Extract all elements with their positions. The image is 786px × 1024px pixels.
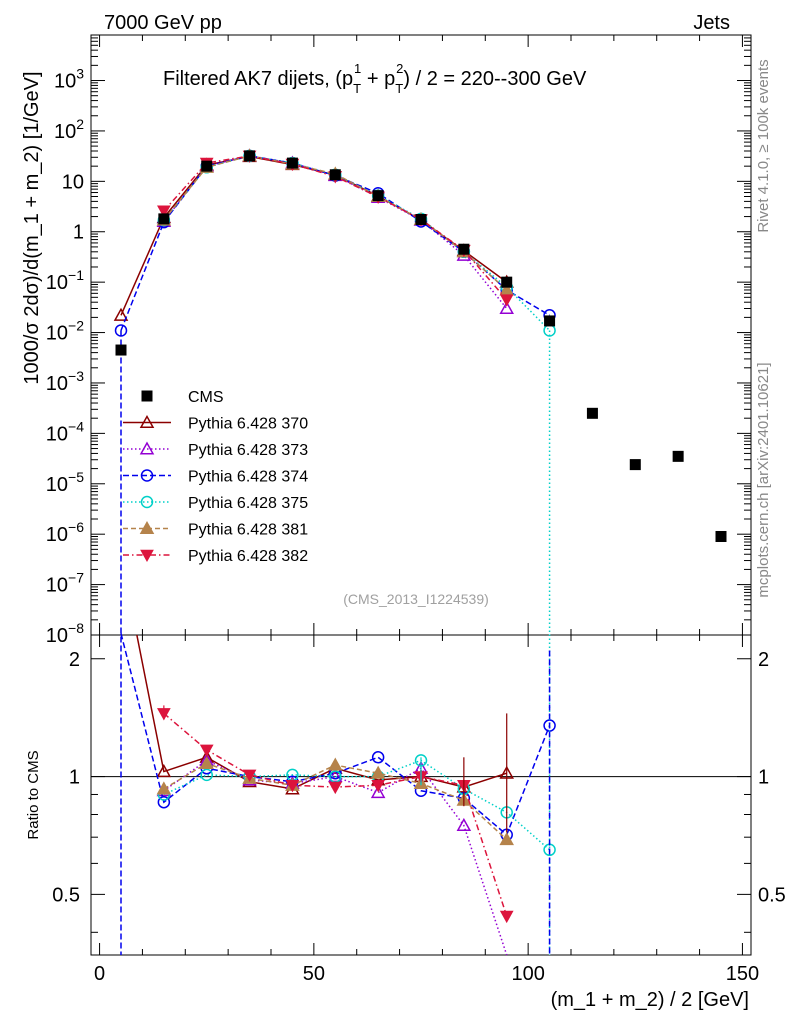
x-tick-label: 50 — [303, 963, 325, 985]
legend-label-p375: Pythia 6.428 375 — [188, 495, 308, 512]
legend-label-CMS: CMS — [188, 389, 224, 406]
data-point-cms — [115, 344, 127, 356]
series-point-p370 — [113, 307, 129, 321]
y-tick-label: 10−8 — [46, 620, 84, 647]
ratio-point-p382 — [242, 769, 257, 782]
legend-marker-p375 — [140, 495, 154, 509]
x-axis-label: (m_1 + m_2) / 2 [GeV] — [551, 989, 749, 1011]
side-text-bottom: mcplots.cern.ch [arXiv:2401.10621] — [755, 362, 772, 597]
series-line-p370 — [120, 155, 508, 316]
ratio-tick-label: 1 — [69, 767, 80, 789]
data-point-cms — [286, 157, 298, 169]
ratio-line-p382 — [163, 712, 508, 917]
ratio-point-p382 — [285, 779, 300, 793]
ratio-tick-label-right: 0.5 — [758, 884, 786, 906]
main-frame — [90, 34, 752, 636]
legend-label-p374: Pythia 6.428 374 — [188, 469, 308, 486]
axes-layer: 0 50 100 15010310210110−110−210−310−410−510… — [46, 34, 786, 985]
data-point-cms — [544, 315, 556, 327]
legend-marker-p382 — [140, 549, 154, 563]
legend-label-p382: Pythia 6.428 382 — [188, 548, 308, 565]
ratio-line-p370 — [136, 634, 507, 790]
y-tick-label: 1 — [73, 222, 84, 244]
data-point-cms — [672, 450, 684, 462]
y-tick-label: 102 — [54, 116, 84, 143]
ratio-tick-label: 0.5 — [52, 884, 80, 906]
y-tick-label: 10−4 — [46, 418, 84, 445]
x-tick-label: 150 — [726, 963, 759, 985]
ratio-point-p382 — [371, 779, 385, 793]
header-left: 7000 GeV pp — [104, 12, 222, 34]
data-point-cms — [372, 190, 384, 202]
y-tick-label: 10 — [62, 171, 84, 193]
data-point-cms — [586, 407, 598, 419]
ratio-point-p374 — [157, 795, 171, 809]
ratio-point-p381 — [156, 781, 172, 795]
y-axis-label: 1000/σ 2dσ)/d(m_1 + m_2) [1/GeV] — [21, 71, 43, 384]
ratio-line-p375 — [163, 759, 551, 851]
data-point-cms — [715, 530, 727, 542]
x-tick-label: 100 — [511, 963, 544, 985]
legend-label-p370: Pythia 6.428 370 — [188, 416, 308, 433]
ratio-frame — [90, 634, 752, 956]
series-line-p382 — [163, 155, 508, 301]
legend-marker-CMS — [141, 390, 153, 402]
series-point-p382 — [499, 294, 514, 307]
y-tick-label: 10−2 — [46, 318, 84, 345]
ratio-line-p381 — [163, 762, 508, 841]
series-point-p382 — [157, 205, 171, 218]
legend: CMS Pythia 6.428 370 Pythia 6.428 373 Pythi… — [123, 389, 308, 565]
series-layer — [113, 148, 727, 956]
ratio-line-p373 — [163, 759, 508, 956]
legend-marker-p370 — [139, 414, 155, 429]
y-tick-label: 10−6 — [46, 519, 84, 546]
y-tick-label: 103 — [54, 66, 84, 93]
ratio-line-p374 — [120, 633, 551, 837]
ratio-point-p374 — [371, 751, 385, 764]
data-point-cms — [458, 243, 470, 255]
legend-marker-p373 — [139, 441, 155, 455]
x-tick-label: 0 — [94, 963, 105, 985]
ratio-axis-label: Ratio to CMS — [25, 750, 42, 839]
series-point-p373 — [499, 300, 514, 315]
ratio-point-p370 — [156, 763, 172, 778]
legend-marker-p381 — [139, 520, 155, 535]
chart-title: Filtered AK7 dijets, (pT1 + pT2) / 2 = 2… — [163, 61, 587, 96]
ratio-point-p375 — [200, 768, 213, 782]
ratio-point-p373 — [370, 785, 386, 799]
data-point-cms — [201, 160, 213, 172]
ratio-point-p382 — [328, 781, 343, 795]
analysis-id: (CMS_2013_I1224539) — [343, 591, 489, 607]
data-point-cms — [415, 213, 427, 225]
y-tick-label: 10−7 — [46, 570, 84, 597]
ratio-point-p381 — [370, 765, 386, 779]
legend-marker-p374 — [140, 469, 154, 482]
y-tick-label: 10−3 — [46, 368, 84, 395]
data-point-cms — [158, 213, 170, 225]
ratio-point-p373 — [456, 817, 472, 832]
ratio-tick-label-right: 2 — [758, 649, 769, 671]
ratio-tick-label-right: 1 — [758, 767, 769, 789]
side-text-top: Rivet 4.1.0, ≥ 100k events — [755, 59, 772, 232]
legend-label-p381: Pythia 6.428 381 — [188, 522, 308, 539]
y-tick-label: 10−5 — [46, 469, 84, 496]
ratio-point-p381 — [499, 832, 514, 846]
ratio-point-p381 — [199, 755, 214, 770]
ratio-point-p382 — [499, 910, 514, 924]
data-point-cms — [329, 169, 341, 181]
y-tick-label: 10−1 — [46, 267, 84, 294]
ratio-tick-label: 2 — [69, 649, 80, 671]
data-point-cms — [629, 459, 641, 471]
ratio-point-p381 — [328, 757, 343, 771]
data-point-cms — [501, 276, 513, 288]
data-point-cms — [244, 150, 256, 162]
legend-label-p373: Pythia 6.428 373 — [188, 442, 308, 459]
series-line-p375 — [163, 155, 551, 331]
header-right: Jets — [693, 12, 730, 34]
